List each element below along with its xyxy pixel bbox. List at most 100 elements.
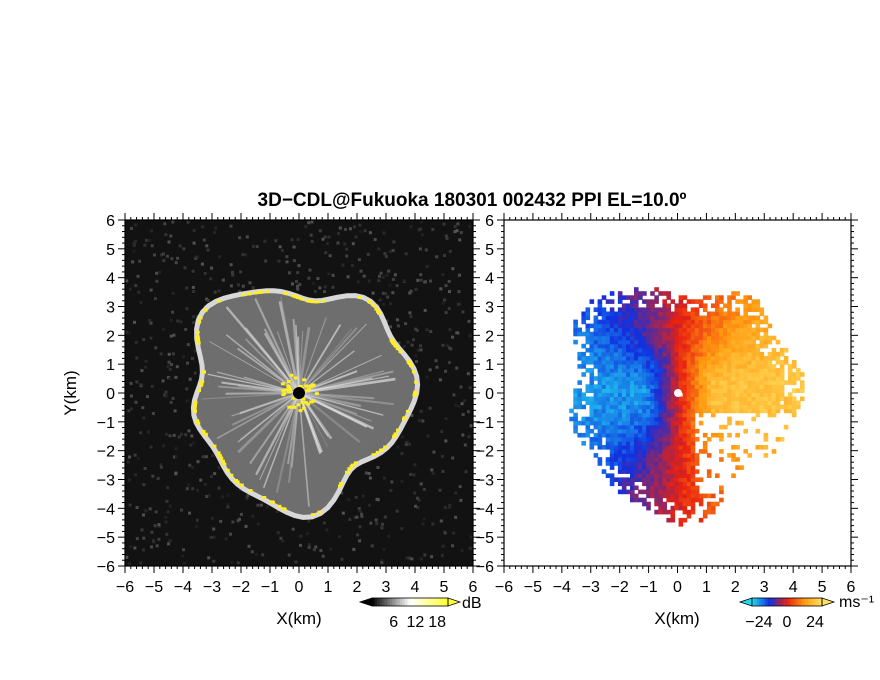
velocity-cell (666, 404, 671, 410)
velocity-cell (727, 392, 732, 397)
velocity-cell (711, 432, 716, 438)
velocity-cell (682, 408, 688, 414)
radial-streak (298, 324, 342, 394)
velocity-cell (743, 449, 748, 454)
velocity-cell (711, 360, 716, 365)
noise-speck (155, 544, 159, 548)
noise-speck (206, 299, 210, 302)
rim-echo-cell (367, 300, 372, 304)
velocity-cell (719, 331, 724, 337)
velocity-cell (585, 323, 591, 329)
velocity-cell (731, 356, 736, 361)
velocity-cell (698, 331, 704, 337)
y-tick-label: −1 (97, 415, 115, 432)
velocity-cell (666, 307, 671, 312)
noise-speck (343, 242, 347, 246)
velocity-cell (690, 388, 696, 393)
noise-speck (356, 280, 360, 284)
velocity-cell (666, 481, 671, 487)
velocity-cell (613, 380, 619, 385)
x-tick-label: 2 (731, 579, 740, 596)
velocity-cell (642, 323, 647, 329)
velocity-cell (617, 368, 623, 373)
velocity-cell (654, 299, 659, 304)
noise-speck (141, 406, 145, 410)
velocity-cell (739, 420, 744, 426)
velocity-cell (694, 323, 700, 329)
velocity-cell (601, 392, 607, 397)
velocity-cell (589, 360, 595, 365)
noise-speck (416, 278, 420, 282)
velocity-cell (609, 368, 615, 373)
noise-speck (183, 266, 187, 270)
velocity-cell (601, 343, 607, 349)
noise-speck (323, 235, 327, 239)
noise-speck (164, 233, 168, 237)
velocity-cell (670, 485, 676, 491)
velocity-cell (609, 331, 615, 337)
velocity-cell (711, 303, 716, 308)
velocity-cell (662, 303, 667, 308)
noise-speck (132, 249, 136, 253)
velocity-cell (646, 449, 651, 454)
velocity-cell (711, 396, 716, 402)
colorbar-upper-arrow (821, 597, 836, 607)
rim-echo-cell (353, 461, 358, 465)
velocity-cell (634, 400, 639, 406)
velocity-cell (573, 424, 578, 430)
velocity-cell (747, 339, 752, 345)
rim-echo-cell (195, 419, 200, 423)
core-echo-cell (314, 392, 319, 396)
velocity-cell (686, 335, 692, 341)
noise-speck (251, 286, 255, 290)
velocity-cell (739, 335, 744, 341)
velocity-cell (759, 376, 765, 381)
noise-speck (391, 249, 395, 252)
velocity-cell (609, 307, 615, 312)
velocity-cell (593, 356, 599, 361)
noise-speck (444, 234, 448, 238)
velocity-cell (735, 376, 740, 381)
velocity-cell (650, 473, 655, 478)
noise-speck (263, 239, 267, 243)
velocity-cell (617, 388, 623, 393)
velocity-cell (727, 404, 732, 410)
velocity-cell (646, 473, 651, 478)
velocity-cell (706, 376, 712, 381)
velocity-cell (658, 485, 663, 491)
noise-speck (458, 273, 461, 277)
velocity-cell (771, 335, 777, 341)
velocity-cell (597, 307, 603, 312)
noise-speck (311, 281, 315, 285)
noise-speck (134, 341, 138, 344)
velocity-cell (646, 445, 651, 450)
noise-speck (133, 546, 137, 550)
velocity-cell (630, 339, 635, 345)
velocity-cell (642, 315, 647, 321)
velocity-cell (617, 299, 623, 304)
noise-speck (387, 269, 391, 273)
velocity-cell (747, 368, 752, 373)
velocity-cell (609, 372, 615, 377)
velocity-cell (626, 331, 631, 337)
velocity-cell (751, 351, 756, 357)
velocity-cell (779, 380, 785, 385)
noise-speck (423, 308, 427, 312)
velocity-cell (711, 335, 716, 341)
colorbar-cell (787, 598, 790, 606)
velocity-cell (609, 441, 615, 446)
colorbar-cell (372, 598, 375, 606)
velocity-cell (593, 441, 599, 446)
colorbar-cell (766, 598, 769, 606)
velocity-cell (626, 327, 631, 333)
velocity-cell (642, 400, 647, 406)
velocity-cell (755, 319, 761, 325)
velocity-cell (743, 295, 748, 300)
noise-speck (418, 247, 422, 251)
velocity-cell (719, 360, 724, 365)
colorbar-cell (430, 598, 434, 606)
velocity-cell (694, 339, 700, 345)
colorbar-lower-arrow (358, 597, 373, 607)
noise-speck (432, 450, 436, 454)
velocity-cell (638, 404, 643, 410)
